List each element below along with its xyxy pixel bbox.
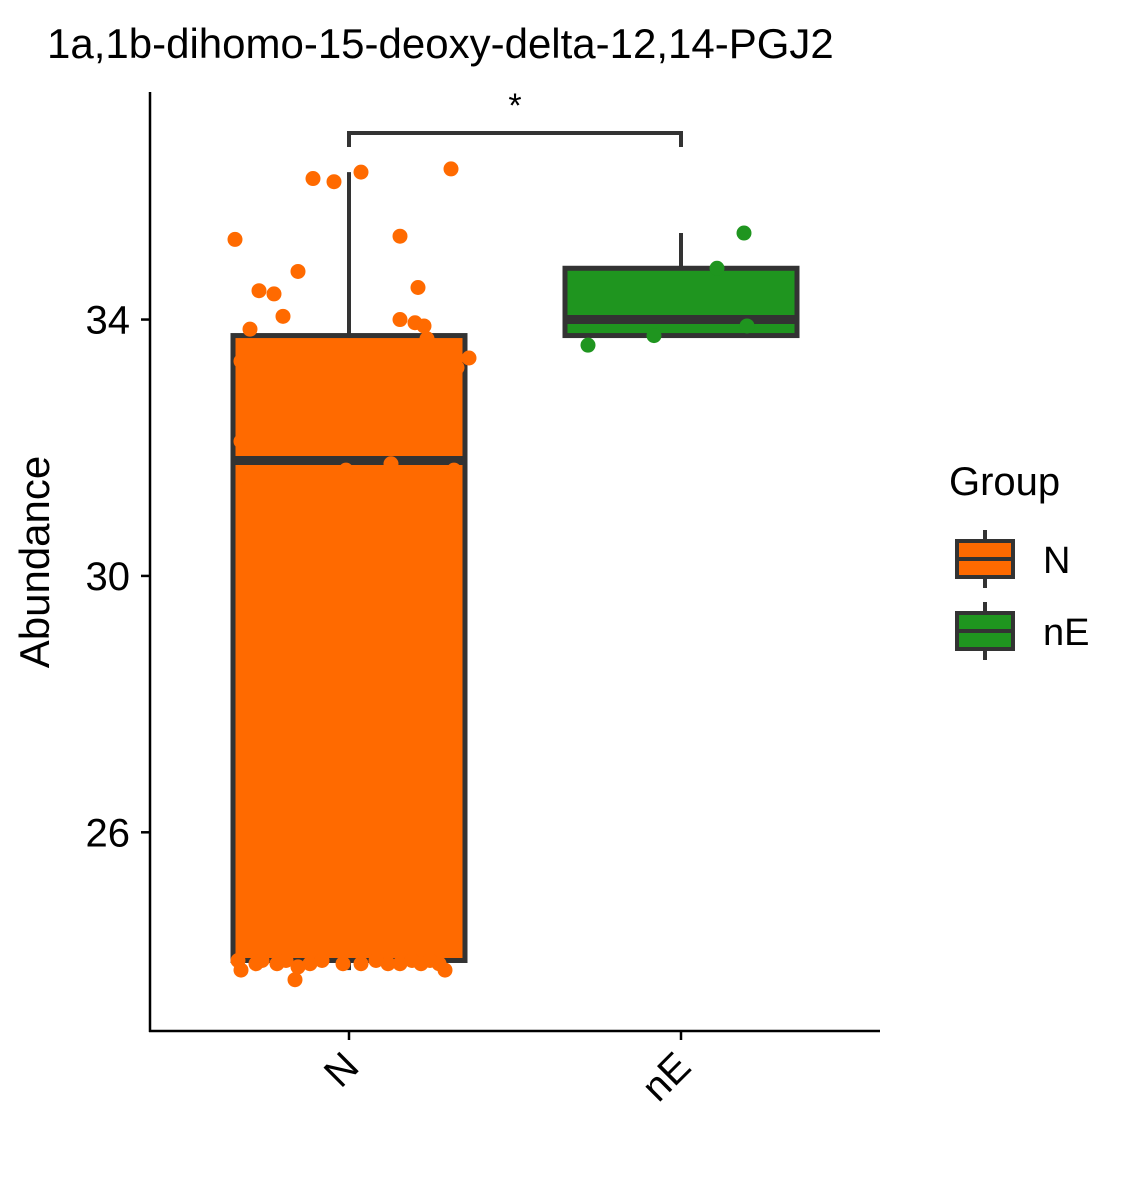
data-point [233,962,249,978]
data-point [239,481,255,497]
data-point [368,952,384,968]
box-rect [562,265,800,339]
data-point [242,321,258,337]
plot-area: 26 30 34 N nE * [86,87,880,1110]
data-point [353,164,369,180]
data-point [646,328,662,344]
data-point [380,956,396,972]
data-point [254,952,270,968]
legend-entry-ne: nE [955,602,1089,660]
data-point [739,318,755,334]
data-point [305,171,321,187]
data-point [416,318,432,334]
legend: Group NnE [949,460,1089,660]
data-point [446,462,462,478]
data-point [233,433,249,449]
data-point [266,286,282,302]
data-point [410,279,426,295]
data-point [314,952,330,968]
legend-label: nE [1043,612,1089,654]
data-point [290,263,306,279]
significance-label: * [508,87,521,125]
y-axis-label: Abundance [11,456,58,669]
data-point [338,462,354,478]
data-point [287,972,303,988]
data-point [461,350,477,366]
data-point [233,353,249,369]
box-n [230,172,468,971]
y-tick-label: 26 [86,811,131,855]
data-point [353,956,369,972]
data-point [736,225,752,241]
legend-label: N [1043,540,1070,582]
y-tick-label: 34 [86,299,131,343]
data-point [392,312,408,328]
data-point [449,360,465,376]
chart-title: 1a,1b-dihomo-15-deoxy-delta-12,14-PGJ2 [47,20,834,67]
data-point [580,337,596,353]
data-point [290,959,306,975]
data-point [326,174,342,190]
data-point [275,308,291,324]
data-point [251,283,267,299]
data-point [392,228,408,244]
legend-title: Group [949,460,1060,504]
data-point [278,952,294,968]
box-ne [562,233,800,339]
data-point [302,956,318,972]
data-point [443,161,459,177]
data-point [419,331,435,347]
data-point [227,231,243,247]
data-point [383,456,399,472]
x-tick-label: nE [634,1044,700,1110]
x-tick-label: N [316,1044,368,1096]
data-point [709,260,725,276]
legend-entry-n: N [955,530,1070,588]
data-point [335,956,351,972]
data-point [392,956,408,972]
significance-bracket [347,131,683,147]
y-tick-label: 30 [86,555,131,599]
data-point [437,962,453,978]
box-rect [230,333,468,963]
